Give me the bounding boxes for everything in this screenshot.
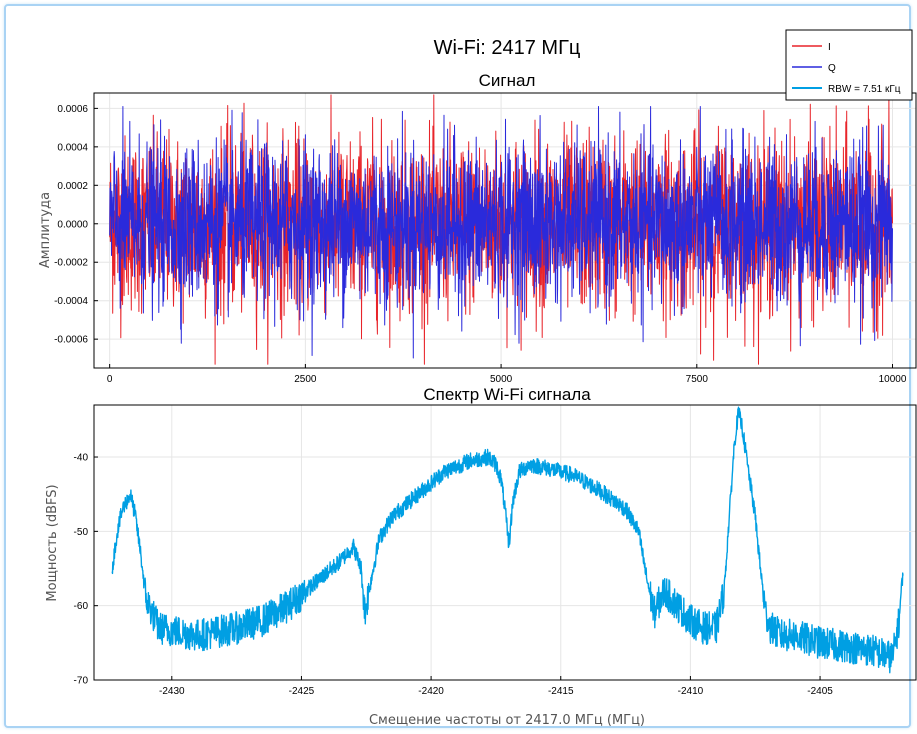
signal-xtick-label: 0 [107, 374, 113, 385]
signal-ytick-label: 0.0004 [57, 142, 88, 153]
spectrum-ytick-label: -70 [74, 676, 89, 687]
signal-plot-title: Сигнал [479, 71, 536, 90]
spectrum-series [111, 406, 904, 674]
signal-ticks: 0 2500 5000 7500 10000 0.0006 0.0004 0.0002 0.00… [54, 104, 907, 385]
signal-ytick-label: 0.0006 [57, 104, 88, 115]
signal-axes-frame [93, 92, 917, 369]
spectrum-xtick-label: -2425 [289, 686, 315, 697]
spectrum-xlabel: Смещение частоты от 2417.0 МГц (МГц) [369, 713, 645, 728]
legend-entry-rbw: RBW = 7.51 кГц [792, 84, 901, 95]
legend: I Q RBW = 7.51 кГц [785, 29, 913, 101]
signal-xtick-label: 10000 [879, 374, 907, 385]
signal-ytick-label: -0.0004 [54, 296, 88, 307]
spectrum-xtick-label: -2405 [807, 686, 833, 697]
figure-suptitle: Wi-Fi: 2417 МГц [434, 37, 581, 59]
signal-series-q [109, 106, 893, 359]
spectrum-plot-title: Спектр Wi-Fi сигнала [423, 385, 591, 404]
spectrum-plot: -2430 -2425 -2420 -2415 -2410 -2405 -40 -50 -60 -… [45, 404, 917, 728]
spectrum-ytick-label: -50 [74, 527, 89, 538]
spectrum-xtick-label: -2420 [418, 686, 444, 697]
legend-box [785, 29, 913, 101]
signal-ytick-label: -0.0006 [54, 335, 88, 346]
spectrum-ytick-label: -60 [74, 601, 89, 612]
legend-label-rbw: RBW = 7.51 кГц [828, 84, 901, 95]
signal-ytick-label: 0.0002 [57, 181, 88, 192]
spectrum-xtick-label: -2415 [548, 686, 574, 697]
signal-xtick-label: 2500 [294, 374, 317, 385]
signal-series [109, 94, 893, 365]
spectrum-ticks: -2430 -2425 -2420 -2415 -2410 -2405 -40 -50 -60 -… [74, 453, 834, 697]
spectrum-axes-frame [93, 404, 917, 681]
signal-ylabel: Амплитуда [38, 192, 53, 268]
signal-ytick-label: 0.0000 [57, 219, 88, 230]
legend-entry-q: Q [792, 63, 836, 74]
signal-xtick-label: 7500 [686, 374, 709, 385]
spectrum-ytick-label: -40 [74, 453, 89, 464]
spectrum-xtick-label: -2410 [678, 686, 704, 697]
legend-label-q: Q [828, 63, 836, 74]
signal-plot: 0 2500 5000 7500 10000 0.0006 0.0004 0.0002 0.00… [38, 92, 917, 385]
signal-ytick-label: -0.0002 [54, 258, 88, 269]
spectrum-xtick-label: -2430 [159, 686, 185, 697]
legend-label-i: I [828, 42, 831, 53]
spectrum-ylabel: Мощность (dBFS) [45, 484, 60, 601]
spectrum-series-line [111, 406, 904, 674]
legend-entry-i: I [792, 42, 831, 53]
signal-xtick-label: 5000 [490, 374, 513, 385]
